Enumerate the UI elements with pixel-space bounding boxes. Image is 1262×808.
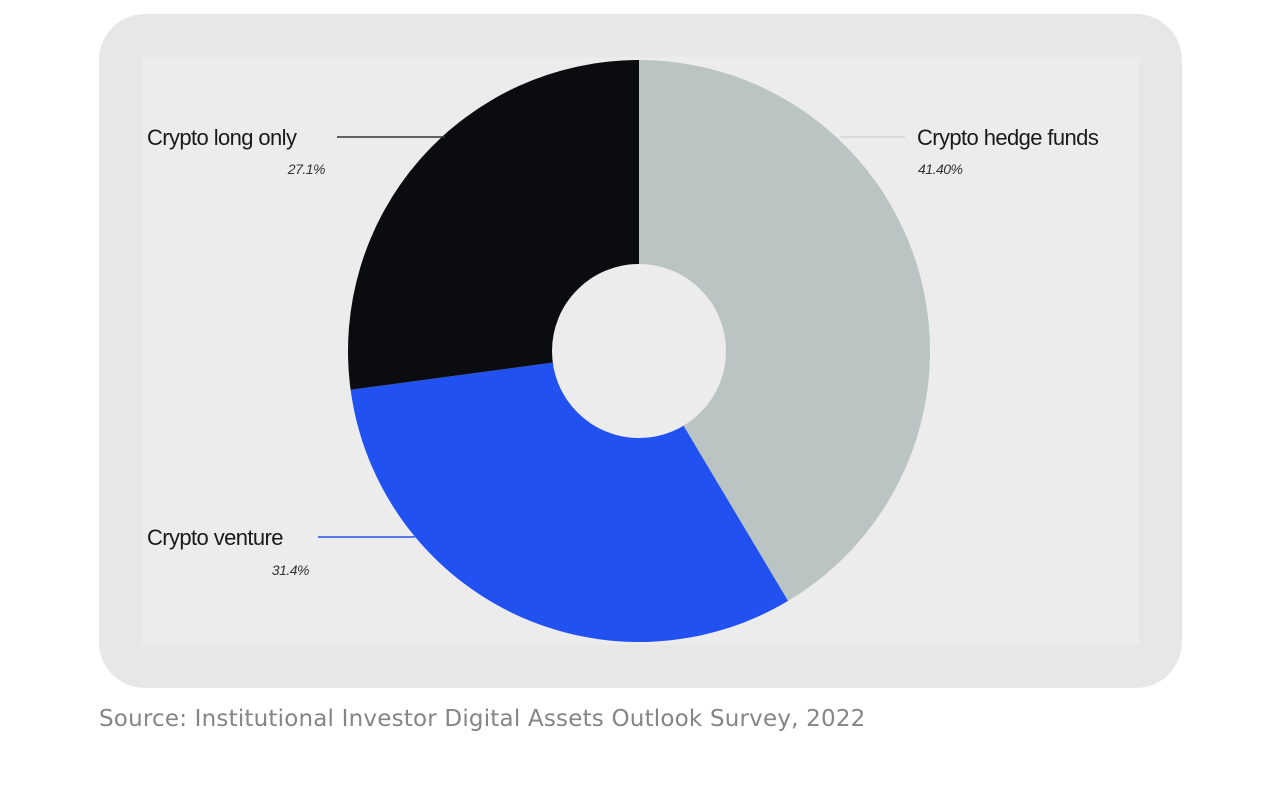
slice-value-crypto-venture: 31.4% <box>272 562 309 578</box>
slice-label-crypto-venture: Crypto venture <box>147 525 283 550</box>
slice-crypto-hedge-funds <box>639 60 930 601</box>
chart-source-caption: Source: Institutional Investor Digital A… <box>99 706 866 732</box>
slice-label-crypto-hedge-funds: Crypto hedge funds <box>917 125 1099 150</box>
slice-value-crypto-long-only: 27.1% <box>287 161 325 177</box>
slice-value-crypto-hedge-funds: 41.40% <box>918 161 963 177</box>
slice-label-crypto-long-only: Crypto long only <box>147 125 297 150</box>
donut-hole <box>552 264 726 438</box>
